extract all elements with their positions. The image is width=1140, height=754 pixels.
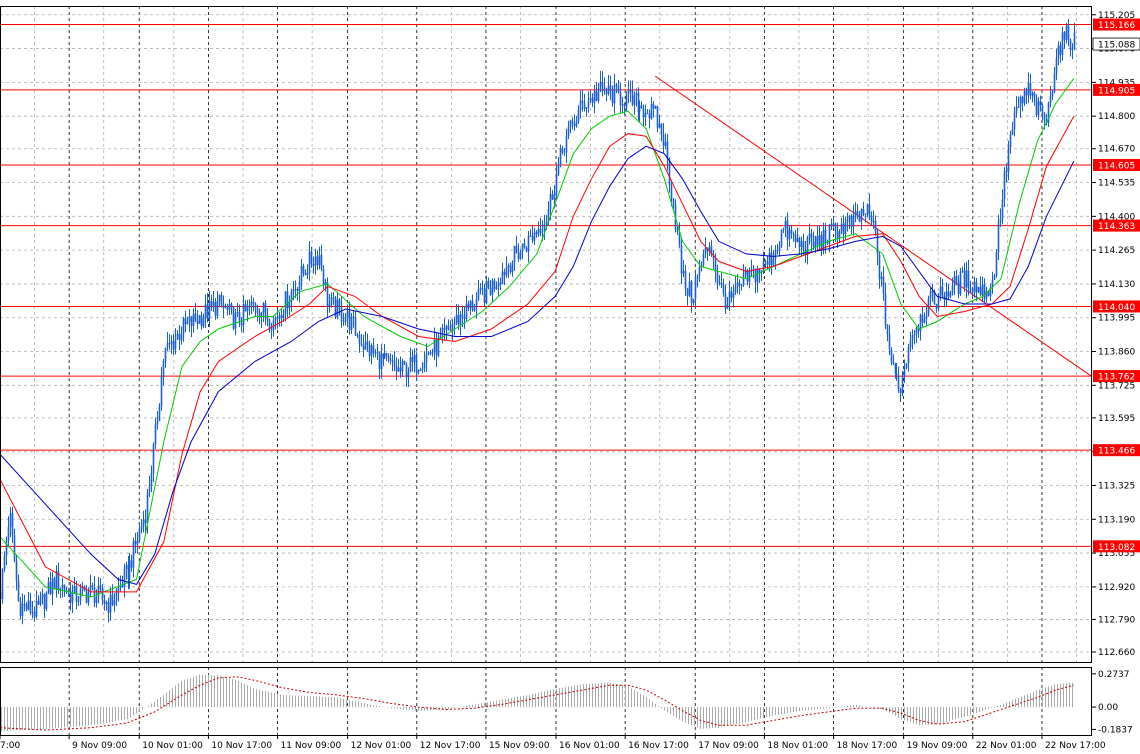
y-tick-label: 114.535 bbox=[1098, 179, 1135, 189]
indicator-signal bbox=[0, 676, 1074, 731]
x-tick-label: 16 Nov 01:00 bbox=[559, 741, 620, 751]
y-tick-label: 112.920 bbox=[1098, 583, 1135, 593]
y-tick-label: 114.265 bbox=[1098, 246, 1135, 256]
y-tick-label: 113.325 bbox=[1098, 481, 1135, 491]
indicator-frame bbox=[0, 667, 1092, 736]
y-tick-label: 113.725 bbox=[1098, 381, 1135, 391]
y-tick-label: 113.995 bbox=[1098, 314, 1135, 324]
x-tick-label: 10 Nov 01:00 bbox=[142, 741, 203, 751]
y-tick-label: 112.790 bbox=[1098, 615, 1135, 625]
level-label-box bbox=[1093, 219, 1140, 232]
level-label-box bbox=[1093, 158, 1140, 171]
y-tick-label: 113.860 bbox=[1098, 348, 1135, 358]
x-tick-label: 7:00 bbox=[0, 741, 20, 751]
candles bbox=[0, 18, 1076, 625]
x-tick-label: 18 Nov 17:00 bbox=[837, 741, 898, 751]
level-label: 114.363 bbox=[1098, 222, 1135, 232]
moving-averages bbox=[0, 78, 1075, 598]
level-label-box bbox=[1093, 18, 1140, 31]
level-label-box bbox=[1093, 300, 1140, 313]
level-label: 113.762 bbox=[1098, 373, 1135, 383]
level-label-box bbox=[1093, 83, 1140, 96]
y-tick-label: 114.935 bbox=[1098, 78, 1135, 88]
indicator-grid bbox=[68, 667, 1043, 735]
indicator-tick-label: 0.2737 bbox=[1098, 670, 1130, 680]
x-tick-label: 11 Nov 09:00 bbox=[281, 741, 342, 751]
y-tick-label: 113.595 bbox=[1098, 414, 1135, 424]
indicator-tick-label: 0.00 bbox=[1098, 703, 1118, 713]
level-labels: 115.166 114.905 114.605 114.363 114.040 113.7… bbox=[1092, 18, 1140, 553]
level-label-box bbox=[1093, 540, 1140, 553]
y-tick-label: 114.670 bbox=[1098, 145, 1135, 155]
y-tick-label: 114.130 bbox=[1098, 280, 1135, 290]
current-price-box bbox=[1092, 37, 1140, 51]
y-tick-label: 113.055 bbox=[1098, 549, 1135, 559]
y-tick-label: 112.660 bbox=[1098, 648, 1135, 658]
horizontal-levels bbox=[0, 24, 1092, 547]
level-label: 113.466 bbox=[1098, 447, 1135, 457]
y-tick-label: 114.800 bbox=[1098, 112, 1135, 122]
level-label-box bbox=[1093, 370, 1140, 383]
indicator-histogram bbox=[1, 674, 1073, 732]
main-frame bbox=[0, 6, 1092, 663]
x-tick-label: 22 Nov 01:00 bbox=[976, 741, 1037, 751]
time-axis: 7:00 9 Nov 09:00 10 Nov 01:00 10 Nov 17:00 1… bbox=[0, 735, 1106, 751]
x-tick-label: 17 Nov 09:00 bbox=[698, 741, 759, 751]
x-tick-label: 16 Nov 17:00 bbox=[628, 741, 689, 751]
moving-average-line bbox=[0, 78, 1075, 598]
level-label: 114.040 bbox=[1098, 303, 1135, 313]
chart-frames bbox=[0, 6, 1092, 736]
x-tick-label: 12 Nov 17:00 bbox=[420, 741, 481, 751]
level-label: 115.166 bbox=[1098, 21, 1135, 31]
x-tick-label: 22 Nov 17:00 bbox=[1045, 741, 1106, 751]
y-tick-label: 113.190 bbox=[1098, 515, 1135, 525]
x-tick-label: 9 Nov 09:00 bbox=[72, 741, 127, 751]
current-price-label: 115.088 bbox=[1098, 41, 1135, 51]
x-tick-label: 19 Nov 09:00 bbox=[907, 741, 968, 751]
x-tick-label: 12 Nov 01:00 bbox=[351, 741, 412, 751]
y-tick-label: 114.400 bbox=[1098, 212, 1135, 222]
level-label-box bbox=[1093, 444, 1140, 457]
x-tick-label: 18 Nov 01:00 bbox=[767, 741, 828, 751]
x-tick-label: 15 Nov 09:00 bbox=[489, 741, 550, 751]
signal-line bbox=[0, 676, 1074, 731]
indicator-tick-label: -0.1837 bbox=[1098, 725, 1133, 735]
main-grid bbox=[0, 6, 1092, 662]
level-label: 114.905 bbox=[1098, 86, 1135, 96]
level-label: 113.082 bbox=[1098, 543, 1135, 553]
price-axis: 115.205115.070114.935114.800114.670114.5… bbox=[1092, 11, 1135, 658]
indicator-axis: 0.2737 0.00 -0.1837 bbox=[1092, 670, 1133, 735]
y-tick-label: 115.205 bbox=[1098, 11, 1135, 21]
x-tick-label: 10 Nov 17:00 bbox=[211, 741, 272, 751]
moving-average-line bbox=[0, 115, 1075, 593]
moving-average-line bbox=[0, 145, 1075, 585]
level-label: 114.605 bbox=[1098, 161, 1135, 171]
